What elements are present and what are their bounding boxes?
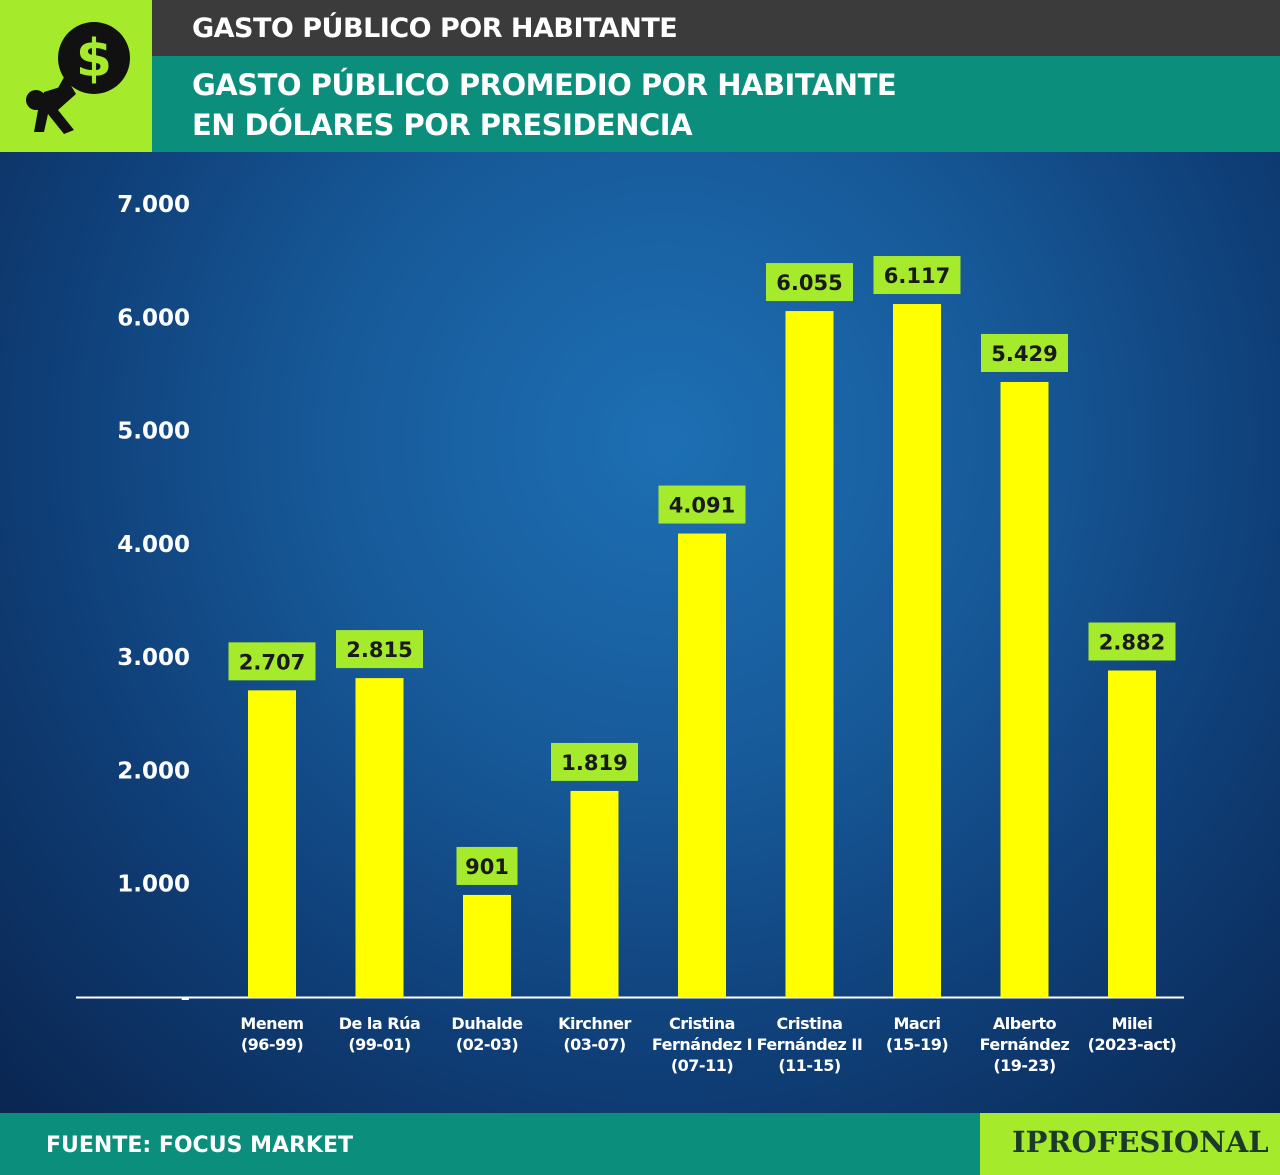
y-tick-label: 4.000 bbox=[117, 532, 190, 558]
bar bbox=[1108, 670, 1156, 997]
data-label: 4.091 bbox=[669, 494, 735, 518]
source-note: FUENTE: FOCUS MARKET bbox=[46, 1133, 354, 1158]
x-tick-label: (03-07) bbox=[563, 1035, 625, 1054]
y-tick-label: 6.000 bbox=[117, 305, 190, 331]
x-tick-label: (96-99) bbox=[241, 1035, 303, 1054]
bar bbox=[570, 790, 619, 997]
page-title: GASTO PÚBLICO POR HABITANTE bbox=[192, 13, 678, 44]
x-tick-label: Fernández I bbox=[652, 1035, 752, 1054]
bar bbox=[678, 533, 726, 997]
brand-panel: IPROFESIONAL bbox=[980, 1113, 1280, 1175]
data-label-box bbox=[981, 333, 1068, 372]
data-label: 2.882 bbox=[1099, 631, 1165, 655]
data-label: 1.819 bbox=[561, 751, 627, 775]
x-tick-label: Cristina bbox=[669, 1014, 735, 1033]
bar bbox=[893, 304, 941, 998]
y-tick-label: 7.000 bbox=[117, 192, 190, 218]
y-tick-label: 2.000 bbox=[117, 758, 190, 784]
x-tick-label: Fernández II bbox=[757, 1035, 863, 1054]
x-tick-label: Kirchner bbox=[558, 1014, 631, 1033]
x-tick-label: (11-15) bbox=[778, 1056, 840, 1075]
bar bbox=[355, 678, 404, 997]
data-label-box bbox=[551, 742, 638, 781]
x-tick-label: Milei bbox=[1112, 1014, 1153, 1033]
x-tick-label: Cristina bbox=[777, 1014, 843, 1033]
chart-subtitle-line-1: GASTO PÚBLICO PROMEDIO POR HABITANTE bbox=[192, 68, 897, 102]
x-tick-label: De la Rúa bbox=[339, 1014, 421, 1033]
person-carrying-dollar-icon: $ bbox=[26, 22, 130, 134]
chart-subtitle-line-2: EN DÓLARES POR PRESIDENCIA bbox=[192, 108, 693, 142]
x-tick-label: Alberto bbox=[993, 1014, 1057, 1033]
data-label: 6.055 bbox=[776, 271, 842, 295]
x-tick-label: Menem bbox=[240, 1014, 303, 1033]
data-label-box bbox=[228, 642, 316, 681]
data-label: 901 bbox=[465, 855, 509, 879]
x-tick-label: Macri bbox=[893, 1014, 940, 1033]
data-label: 6.117 bbox=[884, 264, 950, 288]
bar bbox=[463, 894, 511, 997]
brand-logo: IPROFESIONAL bbox=[1012, 1125, 1269, 1159]
x-tick-label: Fernández bbox=[980, 1035, 1070, 1054]
x-tick-label: (15-19) bbox=[886, 1035, 948, 1054]
data-label-box bbox=[456, 846, 518, 885]
svg-text:$: $ bbox=[76, 29, 112, 89]
data-label-box bbox=[873, 256, 961, 295]
x-tick-label: Duhalde bbox=[451, 1014, 523, 1033]
logo-panel: $ bbox=[0, 0, 152, 152]
header-bar: GASTO PÚBLICO POR HABITANTE bbox=[152, 0, 1280, 56]
y-tick-label: 1.000 bbox=[117, 872, 190, 898]
x-tick-label: (02-03) bbox=[456, 1035, 518, 1054]
footer-bar: FUENTE: FOCUS MARKET IPROFESIONAL bbox=[0, 1113, 1280, 1175]
y-tick-label: 5.000 bbox=[117, 419, 190, 445]
data-label: 2.707 bbox=[239, 650, 305, 674]
data-label-box bbox=[1088, 622, 1176, 661]
bar-chart: -1.0002.0003.0004.0005.0006.0007.0002.70… bbox=[76, 192, 1184, 1075]
data-label: 2.815 bbox=[346, 638, 412, 662]
x-tick-label: (19-23) bbox=[993, 1056, 1055, 1075]
y-tick-label: 3.000 bbox=[117, 645, 190, 671]
x-tick-label: (2023-act) bbox=[1088, 1035, 1177, 1054]
data-label: 5.429 bbox=[991, 342, 1057, 366]
data-label-box bbox=[766, 263, 853, 302]
subtitle-bar: GASTO PÚBLICO PROMEDIO POR HABITANTE EN … bbox=[152, 56, 1280, 152]
chart-area: -1.0002.0003.0004.0005.0006.0007.0002.70… bbox=[0, 152, 1280, 1113]
x-tick-label: (99-01) bbox=[348, 1035, 410, 1054]
bar bbox=[248, 690, 296, 997]
bar bbox=[785, 311, 834, 997]
data-label-box bbox=[336, 630, 423, 669]
bar bbox=[1000, 381, 1049, 997]
x-tick-label: (07-11) bbox=[671, 1056, 733, 1075]
data-label-box bbox=[658, 485, 746, 524]
